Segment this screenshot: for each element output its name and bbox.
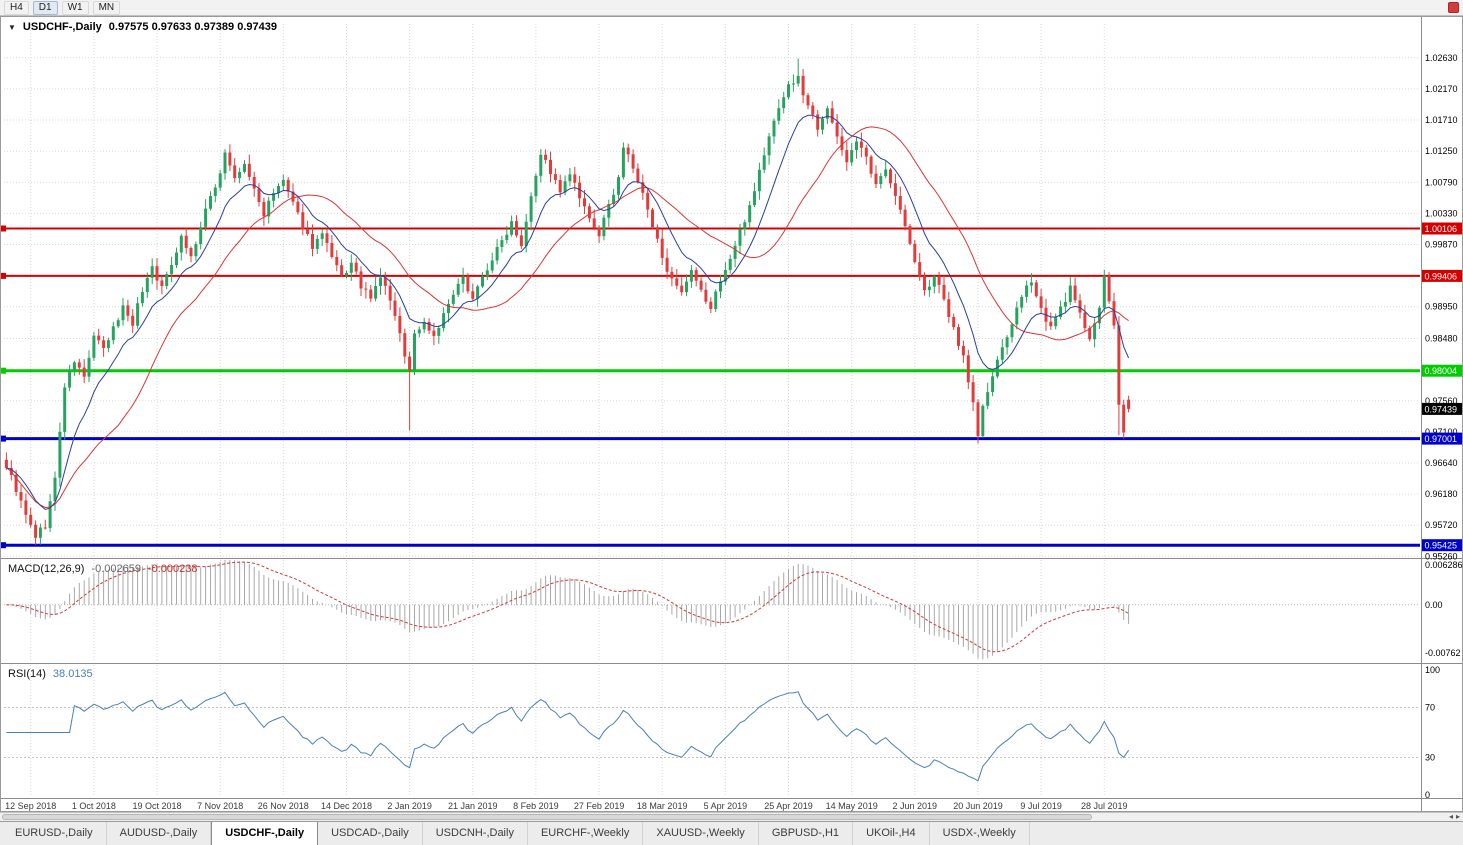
svg-text:1.00330: 1.00330 [1425,208,1458,218]
svg-text:18 Mar 2019: 18 Mar 2019 [637,801,688,811]
current-price-badge [1422,402,1462,415]
svg-text:2 Jan 2019: 2 Jan 2019 [387,801,432,811]
svg-text:8 Feb 2019: 8 Feb 2019 [513,801,559,811]
tab-scroll-arrows: ◂ ▸ [1449,813,1460,821]
tab-xauusd-weekly[interactable]: XAUUSD-,Weekly [643,822,759,845]
svg-text:0.96640: 0.96640 [1425,458,1458,468]
h-scrollbar-thumb[interactable] [2,814,1092,820]
svg-text:0: 0 [1425,790,1430,800]
timeframe-w1-button[interactable]: W1 [61,0,89,15]
rsi-line [6,691,1130,782]
svg-text:1 Oct 2018: 1 Oct 2018 [72,801,116,811]
svg-text:1.01250: 1.01250 [1425,146,1458,156]
tab-usdchf-daily[interactable]: USDCHF-,Daily [211,822,319,845]
svg-text:5 Apr 2019: 5 Apr 2019 [704,801,748,811]
support-resistance-lines [0,225,1420,549]
svg-text:7 Nov 2018: 7 Nov 2018 [197,801,243,811]
ma-slow-line [6,126,1129,509]
tab-usdcad-daily[interactable]: USDCAD-,Daily [318,822,423,845]
macd-name: MACD(12,26,9) [8,563,85,575]
svg-text:9 Jul 2019: 9 Jul 2019 [1020,801,1062,811]
svg-text:0.98004: 0.98004 [1425,366,1458,376]
svg-text:0.96180: 0.96180 [1425,489,1458,499]
chart-area: 1.02630 1.02170 1.01710 1.01250 1.00790 1.003… [0,16,1463,812]
chart-tab-bar: EURUSD-,Daily AUDUSD-,Daily USDCHF-,Daily U… [0,821,1463,845]
macd-signal-line [6,561,1129,653]
svg-text:0.97439: 0.97439 [1425,404,1458,414]
svg-text:25 Apr 2019: 25 Apr 2019 [764,801,813,811]
timeframe-d1-button[interactable]: D1 [32,0,58,15]
svg-text:0.98950: 0.98950 [1425,302,1458,312]
tab-eurchf-weekly[interactable]: EURCHF-,Weekly [528,822,644,845]
chart-window-icon[interactable] [1448,2,1459,13]
tab-usdx-weekly[interactable]: USDX-,Weekly [930,822,1030,845]
svg-text:30: 30 [1425,753,1435,763]
date-axis[interactable]: 12 Sep 2018 1 Oct 2018 19 Oct 2018 7 Nov 20… [5,801,1127,811]
tab-ukoil-h4[interactable]: UKOil-,H4 [853,822,930,845]
svg-text:1.00790: 1.00790 [1425,177,1458,187]
price-level-badge [1422,269,1462,282]
svg-text:1.01710: 1.01710 [1425,115,1458,125]
svg-text:0.97560: 0.97560 [1425,396,1458,406]
price-axis[interactable]: 1.02630 1.02170 1.01710 1.01250 1.00790 1.003… [1425,53,1463,800]
tab-gbpusd-h1[interactable]: GBPUSD-,H1 [759,822,854,845]
svg-text:0.95720: 0.95720 [1425,520,1458,530]
price-level-badge [1422,364,1462,377]
svg-text:19 Oct 2018: 19 Oct 2018 [132,801,181,811]
price-chart-canvas[interactable]: 1.02630 1.02170 1.01710 1.01250 1.00790 1.003… [0,16,1463,812]
svg-text:14 May 2019: 14 May 2019 [826,801,878,811]
macd-indicator-label: MACD(12,26,9) -0.002659 -0.000238 [8,563,198,575]
svg-text:1.00106: 1.00106 [1425,224,1458,234]
rsi-value: 38.0135 [52,668,93,680]
timeframe-toolbar: H4 D1 W1 MN [0,0,1463,16]
svg-text:27 Feb 2019: 27 Feb 2019 [574,801,625,811]
timeframe-h4-button[interactable]: H4 [4,0,29,15]
price-level-badge [1422,539,1462,552]
svg-text:0.98480: 0.98480 [1425,334,1458,344]
tab-usdcnh-daily[interactable]: USDCNH-,Daily [423,822,528,845]
price-level-badge [1422,432,1462,445]
collapse-arrow-icon[interactable]: ▼ [8,22,16,32]
h-scrollbar[interactable]: ◂ ▸ [0,812,1463,821]
svg-text:70: 70 [1425,703,1435,713]
svg-text:0.97100: 0.97100 [1425,427,1458,437]
rsi-indicator-label: RSI(14) 38.0135 [8,668,93,680]
svg-text:12 Sep 2018: 12 Sep 2018 [5,801,56,811]
svg-text:0.99406: 0.99406 [1425,271,1458,281]
macd-value-main: -0.002659 [91,563,141,575]
svg-text:26 Nov 2018: 26 Nov 2018 [258,801,309,811]
svg-text:0.006286: 0.006286 [1425,560,1463,570]
tab-audusd-daily[interactable]: AUDUSD-,Daily [107,822,212,845]
svg-text:2 Jun 2019: 2 Jun 2019 [893,801,938,811]
candles-layer [4,58,1131,545]
chart-symbol-label: USDCHF-,Daily [22,21,102,33]
svg-text:1.02630: 1.02630 [1425,53,1458,63]
tab-scroll-right-button[interactable]: ▸ [1455,812,1460,821]
svg-text:0.95260: 0.95260 [1425,551,1458,561]
svg-text:0.95425: 0.95425 [1425,541,1458,551]
svg-text:0.00: 0.00 [1425,600,1443,610]
svg-text:14 Dec 2018: 14 Dec 2018 [321,801,372,811]
tab-scroll-left-button[interactable]: ◂ [1448,812,1453,821]
svg-text:21 Jan 2019: 21 Jan 2019 [448,801,498,811]
timeframe-mn-button[interactable]: MN [92,0,121,15]
chart-header: ▼ USDCHF-,Daily 0.97575 0.97633 0.97389 … [8,21,277,33]
macd-histogram [10,560,1130,660]
svg-text:-0.00762: -0.00762 [1425,648,1461,658]
svg-text:20 Jun 2019: 20 Jun 2019 [953,801,1003,811]
svg-text:0.99870: 0.99870 [1425,240,1458,250]
svg-text:0.97001: 0.97001 [1425,434,1458,444]
svg-text:28 Jul 2019: 28 Jul 2019 [1081,801,1128,811]
chart-ohlc-values: 0.97575 0.97633 0.97389 0.97439 [108,21,277,33]
rsi-name: RSI(14) [8,668,46,680]
macd-value-signal: -0.000238 [147,563,198,575]
price-level-badge [1422,222,1462,235]
svg-text:100: 100 [1425,665,1440,675]
ma-fast-line [6,114,1130,511]
svg-text:1.02170: 1.02170 [1425,84,1458,94]
tab-eurusd-daily[interactable]: EURUSD-,Daily [2,822,107,845]
